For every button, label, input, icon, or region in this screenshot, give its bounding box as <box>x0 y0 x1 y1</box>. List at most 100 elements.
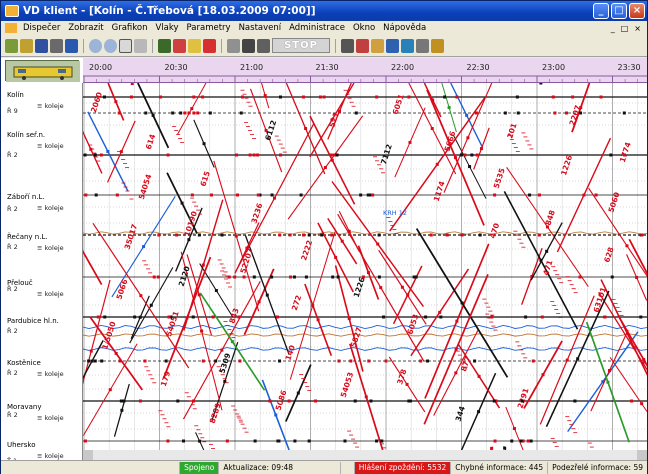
track-selector[interactable]: ≡ koleje <box>37 452 64 460</box>
export-icon[interactable] <box>431 38 444 53</box>
menu-napoveda[interactable]: Nápověda <box>383 23 427 33</box>
train-number[interactable]: 63101 <box>592 286 609 314</box>
station-name[interactable]: Uhersko <box>7 441 36 449</box>
train-number[interactable]: 6112 <box>263 119 278 142</box>
lock-icon[interactable] <box>371 38 384 53</box>
save-icon[interactable] <box>50 38 63 53</box>
train-number[interactable]: 2207 <box>567 104 582 127</box>
station-name[interactable]: Kolín seř.n. <box>7 131 46 139</box>
color-icon[interactable] <box>227 38 240 53</box>
station-stop <box>630 399 634 403</box>
equals-icon[interactable] <box>341 38 354 53</box>
station-name[interactable]: Moravany <box>7 403 42 411</box>
train-number[interactable]: 5086 <box>274 389 289 412</box>
train-number[interactable]: 2291 <box>516 387 531 410</box>
menu-okno[interactable]: Okno <box>352 23 376 33</box>
station-name[interactable]: Kolín <box>7 91 24 99</box>
train-path[interactable] <box>628 238 647 329</box>
track-selector[interactable]: ≡ koleje <box>37 204 64 212</box>
filter-icon[interactable] <box>242 38 255 53</box>
menu-dispecer[interactable]: Dispečer <box>23 23 61 33</box>
graph-canvas[interactable]: 2060614615323622221226605387722912207177… <box>83 83 647 450</box>
menu-grafikon[interactable]: Grafikon <box>111 23 148 33</box>
track-selector[interactable]: ≡ koleje <box>37 370 64 378</box>
train-number[interactable]: 1226 <box>352 276 367 299</box>
station-name[interactable]: Pardubice hl.n. <box>7 317 59 325</box>
fit-icon[interactable] <box>119 38 132 53</box>
station-name[interactable]: Přelouč <box>7 279 33 287</box>
close-button[interactable]: × <box>629 3 645 19</box>
track-selector[interactable]: ≡ koleje <box>37 290 64 298</box>
train-number[interactable]: 35017 <box>123 223 140 251</box>
maximize-button[interactable]: □ <box>611 3 627 19</box>
floppy-icon[interactable] <box>65 38 78 53</box>
status-bar: Spojeno Aktualizace: 09:48 Hlášení zpožd… <box>1 460 647 474</box>
train-number[interactable]: 1774 <box>618 141 633 164</box>
scroll-left-arrow[interactable] <box>83 450 93 460</box>
menu-nastaveni[interactable]: Nastavení <box>238 23 282 33</box>
stop-marker <box>431 98 435 102</box>
train-number[interactable]: 628 <box>602 246 615 264</box>
train-number[interactable]: 179 <box>159 370 172 388</box>
open-icon[interactable] <box>20 38 33 53</box>
stop-button[interactable]: STOP <box>272 38 330 53</box>
track-selector[interactable]: ≡ koleje <box>37 244 64 252</box>
train-number[interactable]: 470 <box>488 222 501 240</box>
grid-icon[interactable] <box>134 38 147 53</box>
train-path[interactable] <box>600 279 647 416</box>
zoom-out-icon[interactable] <box>104 38 117 53</box>
train-number[interactable]: 54054 <box>137 173 154 201</box>
mdi-minimize-button[interactable]: _ <box>610 23 615 33</box>
train-icon[interactable] <box>158 38 171 53</box>
menu-administrace[interactable]: Administrace <box>289 23 345 33</box>
train-number[interactable]: 201 <box>505 122 518 140</box>
pen-icon[interactable] <box>188 38 201 53</box>
train-number[interactable]: 344 <box>454 405 467 423</box>
station-name[interactable]: Kostěnice <box>7 359 41 367</box>
train-number[interactable]: 6051 <box>391 93 406 116</box>
track-selector[interactable]: ≡ koleje <box>37 102 64 110</box>
train-path[interactable] <box>588 187 647 303</box>
train-number[interactable]: 272 <box>290 294 303 312</box>
print-icon[interactable] <box>35 38 48 53</box>
mdi-restore-button[interactable]: □ <box>620 23 629 33</box>
train-number[interactable]: 471 <box>541 259 554 277</box>
mdi-close-button[interactable]: × <box>634 23 641 33</box>
list-icon[interactable] <box>416 38 429 53</box>
link-icon[interactable] <box>386 38 399 53</box>
train-number[interactable]: 5535 <box>492 167 507 190</box>
train-number[interactable]: 5060 <box>606 191 621 214</box>
train-number[interactable]: 6053 <box>405 313 420 336</box>
stop-marker <box>149 303 153 307</box>
menu-zobrazit[interactable]: Zobrazit <box>68 23 104 33</box>
scroll-right-arrow[interactable] <box>637 450 647 460</box>
track-selector[interactable]: ≡ koleje <box>37 142 64 150</box>
train-number[interactable]: 521 <box>327 111 340 129</box>
train-number[interactable]: 5066 <box>114 278 129 301</box>
minimize-button[interactable]: _ <box>593 3 609 19</box>
message-icon[interactable] <box>203 38 216 53</box>
train-number[interactable]: 7112 <box>379 143 394 166</box>
train-path[interactable] <box>83 152 103 285</box>
train-number[interactable]: 614 <box>144 133 157 151</box>
train-number[interactable]: 2222 <box>299 239 314 262</box>
station-name[interactable]: Záboří n.L. <box>7 193 45 201</box>
menu-parametry[interactable]: Parametry <box>186 23 231 33</box>
settings-icon[interactable] <box>257 38 270 53</box>
delay-icon[interactable] <box>173 38 186 53</box>
train-number[interactable]: 54051 <box>164 310 181 338</box>
train-number[interactable]: 848 <box>543 209 556 227</box>
sort-icon[interactable] <box>401 38 414 53</box>
menu-vlaky[interactable]: Vlaky <box>155 23 179 33</box>
annotation-label: KRH 12 <box>383 209 407 217</box>
train-number[interactable]: 5827 <box>349 326 364 349</box>
track-selector[interactable]: ≡ koleje <box>37 414 64 422</box>
train-number[interactable]: 877 <box>459 355 472 373</box>
new-icon[interactable] <box>5 38 18 53</box>
train-number[interactable]: 2060 <box>89 91 104 114</box>
arrows-icon[interactable] <box>356 38 369 53</box>
zoom-in-icon[interactable] <box>89 38 102 53</box>
station-name[interactable]: Řečany n.L. <box>7 233 48 241</box>
horizontal-scrollbar[interactable] <box>83 450 647 460</box>
train-number[interactable]: 1226 <box>559 154 574 177</box>
